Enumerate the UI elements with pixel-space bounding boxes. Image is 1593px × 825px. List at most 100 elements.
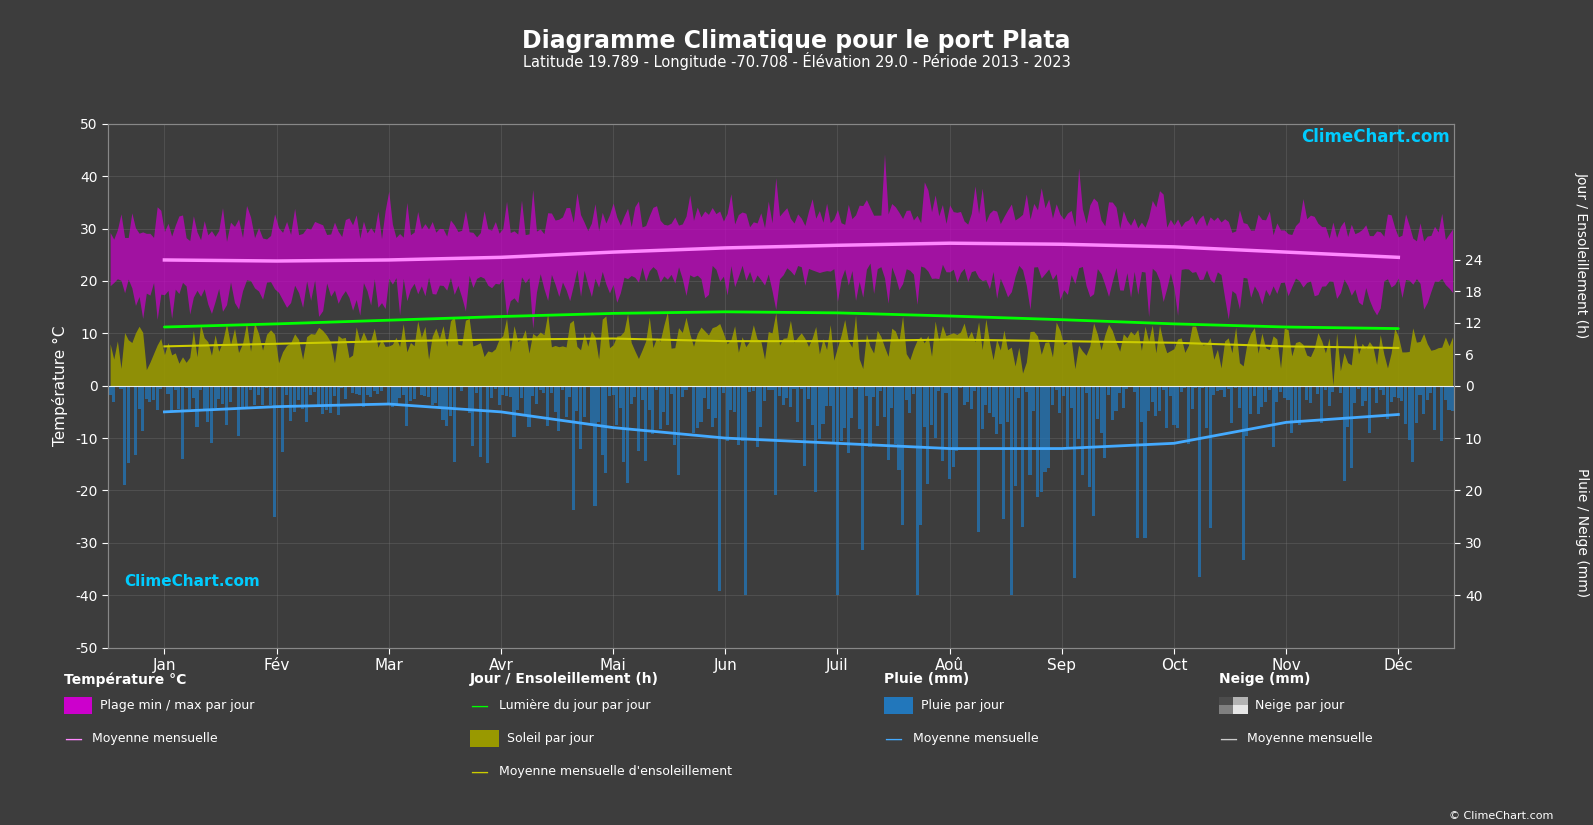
Bar xyxy=(941,386,945,460)
Bar xyxy=(977,386,980,532)
Bar xyxy=(922,386,926,427)
Bar xyxy=(225,386,228,425)
Bar xyxy=(1238,386,1241,408)
Bar xyxy=(862,386,865,550)
Bar xyxy=(256,386,260,394)
Bar xyxy=(843,386,846,427)
Bar xyxy=(854,386,857,389)
Bar xyxy=(744,386,747,596)
Bar xyxy=(137,386,140,408)
Bar xyxy=(330,386,333,413)
Bar xyxy=(601,386,604,455)
Bar xyxy=(1176,386,1179,427)
Bar xyxy=(381,386,382,390)
Bar xyxy=(1263,386,1266,402)
Bar xyxy=(435,386,438,403)
Bar xyxy=(956,386,959,451)
Bar xyxy=(249,386,252,390)
Bar xyxy=(362,386,365,408)
Bar xyxy=(879,386,883,391)
Bar xyxy=(483,386,486,388)
Bar xyxy=(108,386,112,394)
Text: Latitude 19.789 - Longitude -70.708 - Élévation 29.0 - Période 2013 - 2023: Latitude 19.789 - Longitude -70.708 - Él… xyxy=(523,52,1070,70)
Bar xyxy=(1058,386,1061,412)
Bar xyxy=(210,386,213,443)
Bar xyxy=(825,386,828,406)
Bar xyxy=(421,386,422,394)
Text: Diagramme Climatique pour le port Plata: Diagramme Climatique pour le port Plata xyxy=(523,29,1070,53)
Bar xyxy=(449,386,452,417)
Bar xyxy=(1002,386,1005,519)
Bar xyxy=(1403,386,1407,423)
Bar xyxy=(902,386,905,525)
Bar xyxy=(887,386,889,460)
Bar xyxy=(817,386,820,439)
Bar xyxy=(1448,386,1451,410)
Bar xyxy=(221,386,225,404)
Bar xyxy=(1198,386,1201,578)
Text: ClimeChart.com: ClimeChart.com xyxy=(124,574,260,589)
Bar xyxy=(648,386,652,410)
Bar xyxy=(1110,386,1114,420)
Bar xyxy=(309,386,312,394)
Bar xyxy=(1394,386,1395,398)
Bar xyxy=(355,386,358,394)
Bar xyxy=(777,386,781,396)
Bar xyxy=(1125,386,1128,389)
Bar xyxy=(301,386,304,408)
Bar xyxy=(782,386,785,405)
Bar xyxy=(1383,386,1386,395)
Bar xyxy=(789,386,792,408)
Bar xyxy=(959,386,962,388)
Bar xyxy=(1104,386,1107,458)
Bar xyxy=(413,386,416,399)
Bar xyxy=(733,386,736,412)
Bar xyxy=(999,386,1002,424)
Bar xyxy=(497,386,500,405)
Bar xyxy=(441,386,444,420)
Bar xyxy=(1147,386,1150,411)
Bar xyxy=(984,386,988,405)
Bar xyxy=(1305,386,1308,400)
Bar xyxy=(564,386,567,417)
Bar xyxy=(685,386,688,390)
Bar xyxy=(1096,386,1099,419)
Bar xyxy=(159,386,162,389)
Text: © ClimeChart.com: © ClimeChart.com xyxy=(1448,811,1553,821)
Bar xyxy=(1375,386,1378,403)
Bar xyxy=(908,386,911,412)
Bar xyxy=(1150,386,1153,402)
Bar xyxy=(774,386,777,495)
Text: Moyenne mensuelle: Moyenne mensuelle xyxy=(913,732,1039,745)
Bar xyxy=(612,386,615,395)
Bar xyxy=(1212,386,1215,395)
Bar xyxy=(491,386,494,398)
Bar xyxy=(755,386,758,447)
Bar xyxy=(1400,386,1403,401)
Bar xyxy=(468,386,470,412)
Bar xyxy=(502,386,505,394)
Bar xyxy=(1133,386,1136,393)
Bar xyxy=(766,386,769,389)
Bar xyxy=(341,386,342,388)
Bar xyxy=(112,386,115,403)
Bar xyxy=(277,386,280,387)
Bar xyxy=(1343,386,1346,481)
Bar xyxy=(894,386,897,444)
Bar xyxy=(494,386,497,389)
Bar xyxy=(1055,386,1058,390)
Text: Pluie (mm): Pluie (mm) xyxy=(884,672,970,686)
Bar xyxy=(1024,386,1027,392)
Bar xyxy=(1230,386,1233,423)
Bar xyxy=(760,386,763,427)
Bar xyxy=(123,386,126,485)
Bar xyxy=(868,386,871,447)
Bar xyxy=(811,386,814,425)
Bar xyxy=(1290,386,1294,433)
Bar xyxy=(405,386,408,427)
Bar xyxy=(1279,386,1282,392)
Bar xyxy=(876,386,879,426)
Y-axis label: Température °C: Température °C xyxy=(53,325,68,446)
Bar xyxy=(1327,386,1330,406)
Bar xyxy=(1260,386,1263,408)
